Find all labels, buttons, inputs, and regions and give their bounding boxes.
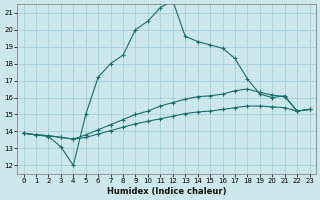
X-axis label: Humidex (Indice chaleur): Humidex (Indice chaleur): [107, 187, 226, 196]
